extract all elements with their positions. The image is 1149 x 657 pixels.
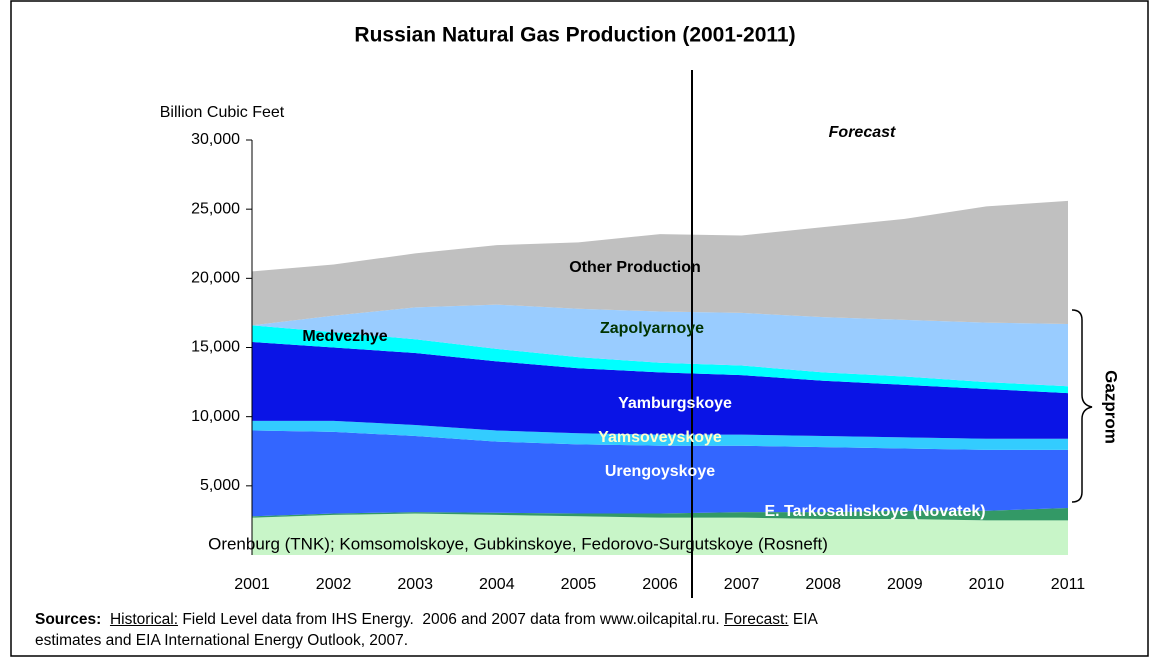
source-line: estimates and EIA International Energy O… xyxy=(35,630,818,651)
area xyxy=(252,430,1068,517)
bracket-label: Gazprom xyxy=(1102,370,1121,444)
source-text xyxy=(101,611,110,628)
x-tick-label: 2006 xyxy=(642,576,678,593)
y-tick-label: 10,000 xyxy=(191,408,240,425)
source-text: estimates and EIA International Energy O… xyxy=(35,632,409,649)
y-axis-label: Billion Cubic Feet xyxy=(160,104,285,121)
area xyxy=(252,513,1068,555)
area xyxy=(252,325,1068,394)
source-text: Forecast: xyxy=(723,611,789,628)
x-tick-label: 2003 xyxy=(397,576,433,593)
area xyxy=(252,200,1068,326)
x-tick-label: 2007 xyxy=(724,576,760,593)
source-text: Sources: xyxy=(35,611,102,628)
series-label: Yamburgskoye xyxy=(618,395,732,412)
series-label: Urengoyskoye xyxy=(605,463,715,480)
area xyxy=(252,507,1068,521)
x-tick-label: 2008 xyxy=(805,576,841,593)
x-tick-label: 2011 xyxy=(1051,576,1086,593)
y-tick-label: 5,000 xyxy=(200,477,240,494)
series-label: Yamsoveyskoye xyxy=(598,429,722,446)
source-text: Historical: xyxy=(109,611,179,628)
gazprom-bracket xyxy=(1071,309,1093,503)
y-tick-label: 20,000 xyxy=(191,270,240,287)
sources: Sources: Historical: Field Level data fr… xyxy=(35,609,818,651)
series-label: Other Production xyxy=(569,259,701,276)
series-label: Medvezhye xyxy=(302,328,387,345)
series-label: E. Tarkosalinskoye (Novatek) xyxy=(764,503,985,520)
y-tick-label: 30,000 xyxy=(191,131,240,148)
series-label: Zapolyarnoye xyxy=(600,320,704,337)
x-tick-label: 2009 xyxy=(887,576,923,593)
x-tick-label: 2001 xyxy=(234,576,270,593)
areas xyxy=(252,200,1068,555)
x-tick-label: 2005 xyxy=(561,576,597,593)
area xyxy=(252,420,1068,450)
forecast-label: Forecast xyxy=(829,124,896,141)
source-line: Sources: Historical: Field Level data fr… xyxy=(35,609,818,630)
x-tick-label: 2010 xyxy=(969,576,1005,593)
source-text: Field Level data from IHS Energy. 2006 a… xyxy=(178,611,724,628)
y-tick-label: 15,000 xyxy=(191,339,240,356)
area xyxy=(252,304,1068,387)
x-tick-label: 2004 xyxy=(479,576,515,593)
area xyxy=(252,341,1068,439)
series-label: Orenburg (TNK); Komsomolskoye, Gubkinsko… xyxy=(208,534,828,553)
chart-title: Russian Natural Gas Production (2001-201… xyxy=(354,24,795,47)
y-tick-label: 25,000 xyxy=(191,200,240,217)
x-tick-label: 2002 xyxy=(316,576,352,593)
source-text: EIA xyxy=(788,611,818,628)
